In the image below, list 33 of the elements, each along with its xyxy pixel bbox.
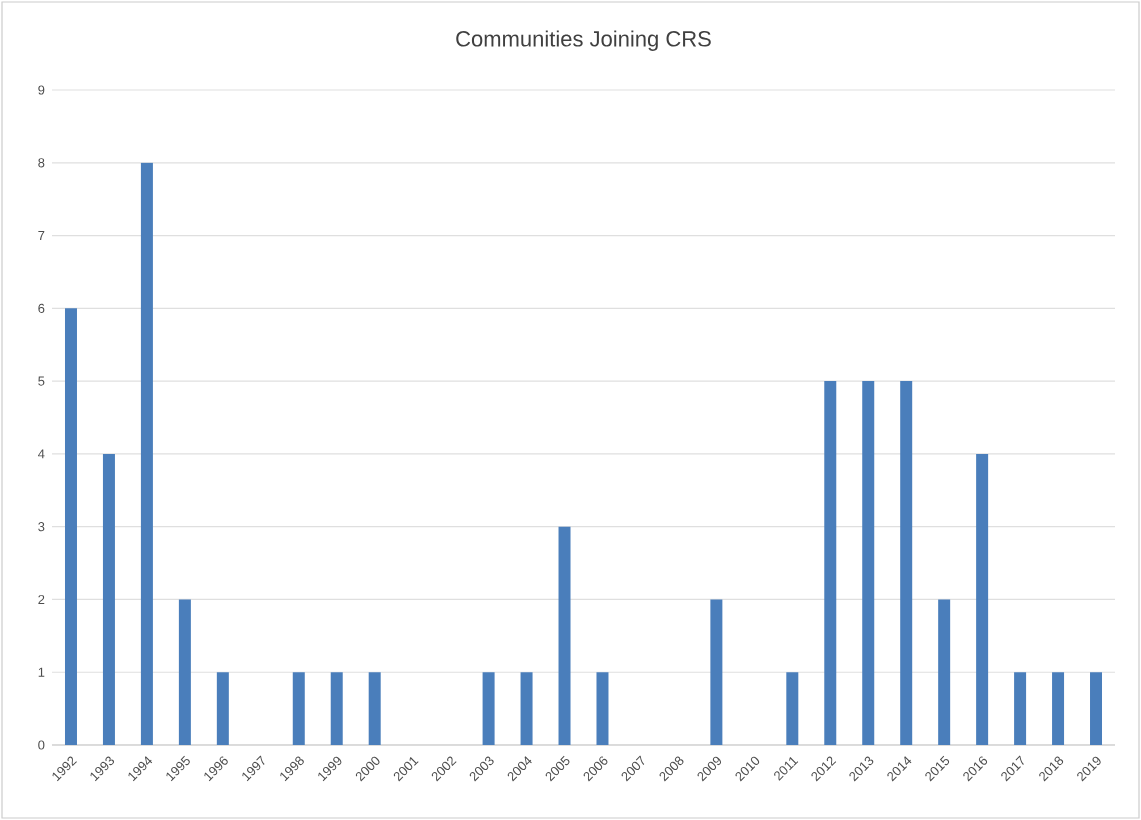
bar (368, 672, 381, 745)
y-tick-label: 9 (38, 85, 45, 95)
bar (1014, 672, 1027, 745)
y-tick-label: 8 (38, 158, 45, 168)
bar (558, 526, 571, 745)
bar (330, 672, 343, 745)
bar (102, 453, 115, 745)
bar (976, 453, 989, 745)
y-tick-label: 1 (38, 667, 45, 677)
bar (900, 381, 913, 745)
chart-title: Communities Joining CRS (456, 30, 711, 51)
bar (520, 672, 533, 745)
bar (482, 672, 495, 745)
y-tick-label: 7 (38, 231, 45, 241)
y-tick-label: 6 (38, 303, 45, 313)
bar (64, 308, 77, 745)
y-tick-label: 5 (38, 376, 45, 386)
bar (710, 599, 723, 745)
bar (824, 381, 837, 745)
bar (216, 672, 229, 745)
y-tick-label: 3 (38, 522, 45, 532)
bar (178, 599, 191, 745)
bar (140, 162, 153, 745)
bar (938, 599, 951, 745)
bar (1090, 672, 1103, 745)
bar (862, 381, 875, 745)
y-tick-label: 0 (38, 740, 45, 750)
bar (292, 672, 305, 745)
bar (1052, 672, 1065, 745)
y-tick-label: 2 (38, 594, 45, 604)
y-tick-label: 4 (38, 449, 45, 459)
bar (596, 672, 609, 745)
bar (786, 672, 799, 745)
